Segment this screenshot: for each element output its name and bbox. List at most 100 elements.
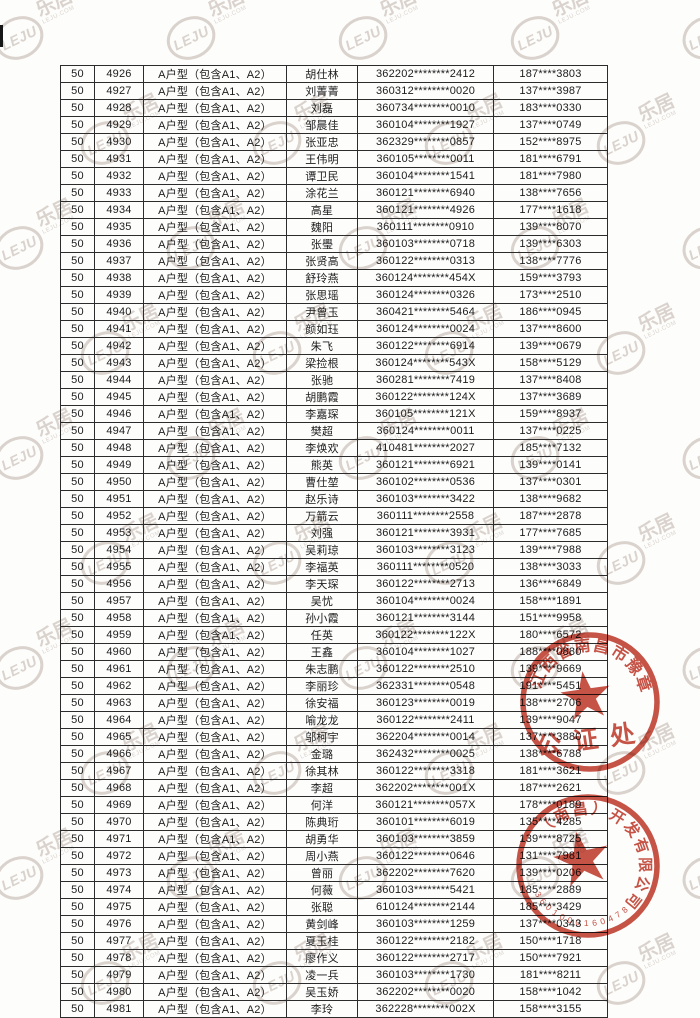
phone-number: 173****2510 — [493, 286, 608, 304]
sequence-number: 4976 — [94, 915, 144, 933]
applicant-name: 胡勇华 — [286, 830, 358, 848]
leju-logo-icon: LEJU — [0, 848, 51, 908]
phone-number: 158****1891 — [493, 592, 608, 610]
batch-number: 50 — [60, 133, 95, 151]
batch-number: 50 — [60, 167, 95, 185]
sequence-number: 4978 — [94, 949, 144, 967]
leju-brand-text: 乐居 LEJU.COM — [634, 930, 679, 971]
id-number: 362202********2412 — [357, 65, 494, 83]
applicant-name: 孙小霞 — [286, 609, 358, 627]
batch-number: 50 — [60, 830, 95, 848]
sequence-number: 4941 — [94, 320, 144, 338]
sequence-number: 4933 — [94, 184, 144, 202]
applicant-name: 吴莉琼 — [286, 541, 358, 559]
phone-number: 152****8975 — [493, 133, 608, 151]
leju-brand-text: 乐居 LEJU.COM — [634, 720, 679, 761]
batch-number: 50 — [60, 779, 95, 797]
phone-number: 138****3033 — [493, 558, 608, 576]
applicant-name: 樊超 — [286, 422, 358, 440]
table-row: 50 4950 A户型（包含A1、A2） 曹仕堃 360102********0536 1… — [60, 473, 608, 491]
sequence-number: 4961 — [94, 660, 144, 678]
leju-logo-icon: LEJU — [675, 848, 700, 908]
batch-number: 50 — [60, 898, 95, 916]
table-row: 50 4955 A户型（包含A1、A2） 李福英 360111********0520 1… — [60, 558, 608, 576]
applicant-name: 夏玉桂 — [286, 932, 358, 950]
phone-number: 158****3155 — [493, 1000, 608, 1018]
applicant-name: 周小燕 — [286, 847, 358, 865]
batch-number: 50 — [60, 82, 95, 100]
applicant-name: 李丽珍 — [286, 677, 358, 695]
phone-number: 185****2889 — [493, 881, 608, 899]
phone-number: 188****0880 — [493, 643, 608, 661]
sequence-number: 4975 — [94, 898, 144, 916]
batch-number: 50 — [60, 337, 95, 355]
phone-number: 191****5451 — [493, 677, 608, 695]
unit-type: A户型（包含A1、A2） — [143, 711, 287, 729]
sequence-number: 4945 — [94, 388, 144, 406]
table-row: 50 4935 A户型（包含A1、A2） 魏阳 360111********0910 13… — [60, 218, 608, 236]
phone-number: 137****0225 — [493, 422, 608, 440]
table-row: 50 4959 A户型（包含A1、A2） 任英 360122********122X 18… — [60, 626, 608, 644]
id-number: 360111********0520 — [357, 558, 494, 576]
id-number: 360104********1541 — [357, 167, 494, 185]
phone-number: 158****1042 — [493, 983, 608, 1001]
table-row: 50 4972 A户型（包含A1、A2） 周小燕 360122********0646 1… — [60, 847, 608, 865]
table-row: 50 4966 A户型（包含A1、A2） 金璐 362432********0025 13… — [60, 745, 608, 763]
unit-type: A户型（包含A1、A2） — [143, 133, 287, 151]
unit-type: A户型（包含A1、A2） — [143, 1000, 287, 1018]
applicant-name: 曹仕堃 — [286, 473, 358, 491]
table-row: 50 4980 A户型（包含A1、A2） 吴玉娇 362202********0020 1… — [60, 983, 608, 1001]
id-number: 360122********2182 — [357, 932, 494, 950]
unit-type: A户型（包含A1、A2） — [143, 354, 287, 372]
table-row: 50 4927 A户型（包含A1、A2） 刘菁菁 360312********0020 1… — [60, 82, 608, 100]
table-row: 50 4930 A户型（包含A1、A2） 张亚忠 362329********0857 1… — [60, 133, 608, 151]
table-row: 50 4967 A户型（包含A1、A2） 徐其林 360122********3318 1… — [60, 762, 608, 780]
id-number: 360121********6921 — [357, 456, 494, 474]
phone-number: 139****8070 — [493, 218, 608, 236]
phone-number: 150****7921 — [493, 949, 608, 967]
phone-number: 150****1718 — [493, 932, 608, 950]
unit-type: A户型（包含A1、A2） — [143, 150, 287, 168]
id-number: 360123********0019 — [357, 694, 494, 712]
unit-type: A户型（包含A1、A2） — [143, 405, 287, 423]
unit-type: A户型（包含A1、A2） — [143, 592, 287, 610]
batch-number: 50 — [60, 728, 95, 746]
leju-brand-text: 乐居 LEJU.COM — [376, 0, 421, 26]
applicant-name: 徐其林 — [286, 762, 358, 780]
batch-number: 50 — [60, 218, 95, 236]
applicant-name: 王伟明 — [286, 150, 358, 168]
phone-number: 185****3429 — [493, 898, 608, 916]
unit-type: A户型（包含A1、A2） — [143, 966, 287, 984]
table-row: 50 4931 A户型（包含A1、A2） 王伟明 360105********0011 1… — [60, 150, 608, 168]
table-row: 50 4954 A户型（包含A1、A2） 吴莉琼 360103********3123 1… — [60, 541, 608, 559]
id-number: 360121********3931 — [357, 524, 494, 542]
unit-type: A户型（包含A1、A2） — [143, 439, 287, 457]
batch-number: 50 — [60, 949, 95, 967]
id-number: 360734********0010 — [357, 99, 494, 117]
batch-number: 50 — [60, 201, 95, 219]
batch-number: 50 — [60, 524, 95, 542]
id-number: 360121********3144 — [357, 609, 494, 627]
leju-logo-icon: LEJU — [675, 218, 700, 278]
batch-number: 50 — [60, 1000, 95, 1018]
table-row: 50 4968 A户型（包含A1、A2） 李超 362202********001X 18… — [60, 779, 608, 797]
applicant-name: 高星 — [286, 201, 358, 219]
phone-number: 181****3621 — [493, 762, 608, 780]
id-number: 360124********454X — [357, 269, 494, 287]
leju-logo-icon: LEJU — [159, 8, 223, 68]
id-number: 362331********0548 — [357, 677, 494, 695]
leju-logo-icon: LEJU — [675, 8, 700, 68]
unit-type: A户型（包含A1、A2） — [143, 728, 287, 746]
applicant-name: 李福英 — [286, 558, 358, 576]
table-row: 50 4932 A户型（包含A1、A2） 谭卫民 360104********1541 1… — [60, 167, 608, 185]
sequence-number: 4954 — [94, 541, 144, 559]
leju-logo-icon: LEJU — [0, 638, 51, 698]
batch-number: 50 — [60, 354, 95, 372]
table-row: 50 4945 A户型（包含A1、A2） 胡鹏霞 360122********124X 1… — [60, 388, 608, 406]
phone-number: 183****0330 — [493, 99, 608, 117]
table-row: 50 4936 A户型（包含A1、A2） 张璺 360103********0718 13… — [60, 235, 608, 253]
batch-number: 50 — [60, 184, 95, 202]
sequence-number: 4965 — [94, 728, 144, 746]
